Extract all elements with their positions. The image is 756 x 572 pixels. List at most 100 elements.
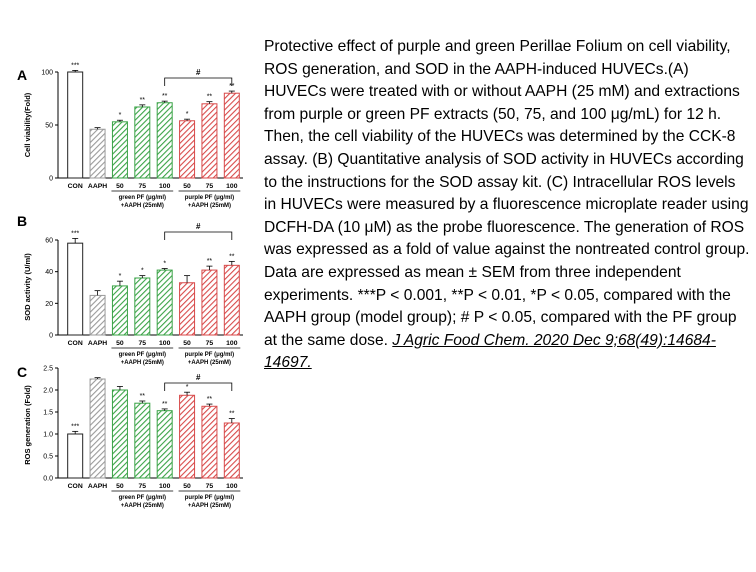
panel-a-bar (179, 120, 196, 179)
panel-c-significance-label: *** (71, 423, 79, 430)
panel-b-bar (179, 282, 196, 336)
panel-c-x-tick-label: 100 (226, 483, 238, 490)
panel-c-significance-label: * (186, 384, 189, 391)
panel-b-x-tick-label: 75 (139, 340, 147, 347)
panel-b-x-tick-label: AAPH (88, 340, 107, 347)
panel-c-group-label: +AAPH (25mM) (121, 503, 164, 509)
panel-a-significance-label: ** (140, 97, 146, 104)
caption-text: Protective effect of purple and green Pe… (264, 38, 750, 349)
panel-a-group-label: +AAPH (25mM) (121, 203, 164, 209)
panel-a-letter: A (17, 67, 27, 83)
panel-c-bar (156, 410, 173, 479)
panel-c-comparison-bracket (164, 382, 233, 391)
panel-c-significance-label: ** (140, 393, 146, 400)
panel-b-bar (134, 277, 151, 336)
panel-a-group-label: purple PF (μg/ml) (185, 195, 234, 201)
panel-a-bar (201, 103, 218, 179)
panel-c-bar (111, 389, 128, 479)
panel-b-bar (223, 264, 240, 336)
panel-a-y-axis-label: Cell viability(Fold) (23, 92, 32, 157)
panel-b-letter: B (17, 213, 27, 229)
panel-a-group-label: green PF (μg/ml) (119, 195, 166, 201)
panel-a-x-tick-label: 100 (226, 183, 238, 190)
panel-c-significance-label: ** (207, 396, 213, 403)
panel-b-x-tick-label: 100 (159, 340, 171, 347)
panel-b-group-label: green PF (μg/ml) (119, 352, 166, 358)
panel-b-x-tick-label: 50 (116, 340, 124, 347)
panel-c-y-tick-label: 1.5 (43, 410, 53, 417)
panel-a-y-tick-label: 50 (45, 123, 53, 130)
panel-a-bar (134, 106, 151, 179)
panel-a-bar (67, 71, 84, 179)
panel-c-bar (201, 405, 218, 479)
panel-a-x-tick-label: 75 (206, 183, 214, 190)
panel-c-bracket-label: # (196, 373, 201, 382)
panel-c-y-axis-label: ROS generation (Fold) (23, 385, 32, 465)
panel-b-significance-label: * (119, 273, 122, 280)
panel-a-bar (156, 102, 173, 179)
panel-b-x-tick-label: CON (68, 340, 83, 347)
citation-link[interactable]: J Agric Food Chem. 2020 Dec 9;68(49):146… (264, 331, 716, 372)
panel-a-bracket-label: # (196, 68, 201, 77)
panel-b-significance-label: * (141, 268, 144, 275)
panel-c-bar (179, 394, 196, 479)
panel-a-significance-label: * (119, 112, 122, 119)
panel-a-significance-label: ** (229, 83, 235, 90)
panel-b-significance-label: ** (207, 258, 213, 265)
panel-b-group-label: +AAPH (25mM) (188, 360, 231, 366)
panel-b-x-tick-label: 100 (226, 340, 238, 347)
panel-b-group-label: +AAPH (25mM) (121, 360, 164, 366)
panel-a-bar (111, 121, 128, 179)
panel-b-significance-label: * (163, 261, 166, 268)
panel-c-x-tick-label: AAPH (88, 483, 107, 490)
panel-a-bar (89, 128, 106, 179)
panel-b-comparison-bracket (164, 231, 233, 240)
panel-a-significance-label: ** (207, 94, 213, 101)
panel-a-significance-label: *** (71, 62, 79, 69)
panel-b-bar (89, 294, 106, 336)
figure-caption: Protective effect of purple and green Pe… (264, 36, 750, 375)
panel-c-y-tick-label: 0.5 (43, 454, 53, 461)
panel-a-x-tick-label: CON (68, 183, 83, 190)
panel-b-y-tick-label: 60 (45, 238, 53, 245)
panel-c-x-tick-label: 50 (183, 483, 191, 490)
panel-c-significance-label: ** (162, 401, 168, 408)
panel-c-x-tick-label: 100 (159, 483, 171, 490)
panel-c-group-label: +AAPH (25mM) (188, 503, 231, 509)
panel-a-y-tick-label: 100 (41, 70, 53, 77)
panel-a-x-tick-label: 50 (183, 183, 191, 190)
panel-a-x-tick-label: 75 (139, 183, 147, 190)
panel-c-significance-label: ** (229, 411, 235, 418)
panel-c-group-label: purple PF (μg/ml) (185, 495, 234, 501)
panel-c-x-tick-label: CON (68, 483, 83, 490)
panel-c-bar (223, 422, 240, 479)
panel-b-group-label: purple PF (μg/ml) (185, 352, 234, 358)
panel-c-group-label: green PF (μg/ml) (119, 495, 166, 501)
panel-c-y-tick-label: 2.0 (43, 388, 53, 395)
panel-c-x-tick-label: 75 (206, 483, 214, 490)
panel-a-x-tick-label: 50 (116, 183, 124, 190)
panel-a-y-tick-label: 0 (49, 176, 53, 183)
panel-c-y-tick-label: 2.5 (43, 366, 53, 373)
panel-a-x-tick-label: 100 (159, 183, 171, 190)
panel-c-letter: C (17, 364, 27, 380)
panel-b-y-tick-label: 40 (45, 269, 53, 276)
panel-b-bar (111, 285, 128, 336)
panel-c-y-tick-label: 1.0 (43, 432, 53, 439)
panel-b-x-tick-label: 75 (206, 340, 214, 347)
panel-c-bar (67, 433, 84, 479)
panel-b-bracket-label: # (196, 222, 201, 231)
panel-a-significance-label: ** (162, 93, 168, 100)
panel-b-y-axis-label: SOD activity (U/ml) (23, 253, 32, 321)
panel-b-bar (156, 269, 173, 336)
panel-b-x-tick-label: 50 (183, 340, 191, 347)
panel-c-y-tick-label: 0.0 (43, 476, 53, 483)
panel-b-bar (201, 269, 218, 336)
panel-a-group-label: +AAPH (25mM) (188, 203, 231, 209)
panel-a-bar (223, 92, 240, 179)
panel-a-x-tick-label: AAPH (88, 183, 107, 190)
panel-a-significance-label: * (186, 111, 189, 118)
panel-a-comparison-bracket (164, 77, 233, 86)
panel-c-x-tick-label: 75 (139, 483, 147, 490)
panel-c-bar (134, 402, 151, 479)
